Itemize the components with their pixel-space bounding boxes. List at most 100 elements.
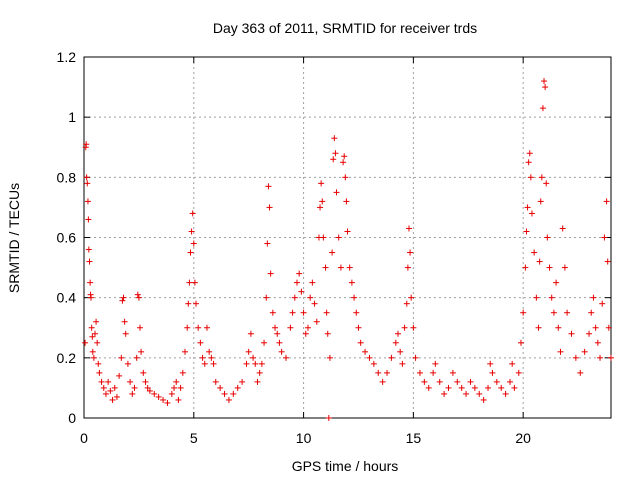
data-point xyxy=(335,234,342,241)
data-point xyxy=(203,324,210,331)
data-point xyxy=(171,384,178,391)
data-point xyxy=(89,333,96,340)
data-point xyxy=(489,369,496,376)
data-point xyxy=(129,390,136,397)
data-point xyxy=(509,360,516,367)
data-point xyxy=(95,360,102,367)
data-point xyxy=(302,330,309,337)
data-point xyxy=(375,369,382,376)
data-point xyxy=(118,354,125,361)
data-point xyxy=(192,300,199,307)
data-point xyxy=(206,348,213,355)
data-point xyxy=(590,294,597,301)
data-point xyxy=(278,348,285,355)
data-point xyxy=(84,198,91,205)
data-point xyxy=(407,249,414,256)
data-point xyxy=(190,240,197,247)
data-point xyxy=(201,360,208,367)
y-tick-label: 0.4 xyxy=(57,290,77,306)
data-point xyxy=(210,360,217,367)
x-tick-label: 15 xyxy=(406,430,422,446)
data-point xyxy=(135,294,142,301)
data-point xyxy=(341,153,348,160)
data-point xyxy=(608,354,614,361)
data-point xyxy=(546,264,553,271)
data-point xyxy=(463,390,470,397)
data-point xyxy=(151,390,158,397)
data-point xyxy=(293,279,300,286)
data-point xyxy=(604,258,611,265)
data-point xyxy=(85,216,92,223)
data-point xyxy=(557,348,564,355)
chart-title: Day 363 of 2011, SRMTID for receiver trd… xyxy=(213,20,477,36)
data-point xyxy=(498,384,505,391)
data-point xyxy=(164,399,171,406)
data-point xyxy=(485,384,492,391)
data-point xyxy=(138,348,145,355)
data-point xyxy=(83,141,90,148)
data-point xyxy=(269,309,276,316)
data-point xyxy=(586,330,593,337)
data-point xyxy=(533,294,540,301)
data-point xyxy=(318,180,325,187)
data-point xyxy=(320,234,327,241)
data-point xyxy=(96,369,103,376)
data-point xyxy=(346,264,353,271)
data-point xyxy=(116,372,123,379)
data-point xyxy=(144,384,151,391)
data-point xyxy=(333,189,340,196)
data-point xyxy=(343,198,350,205)
data-point xyxy=(217,384,224,391)
data-point xyxy=(357,339,364,346)
data-point xyxy=(83,174,90,181)
data-point xyxy=(410,324,417,331)
data-point xyxy=(594,339,601,346)
data-point xyxy=(300,309,307,316)
y-tick-label: 1.2 xyxy=(57,49,77,65)
data-point xyxy=(212,378,219,385)
data-point xyxy=(182,348,189,355)
data-point xyxy=(179,369,186,376)
data-point xyxy=(605,324,612,331)
data-point xyxy=(528,210,535,217)
data-point xyxy=(221,390,228,397)
data-point xyxy=(208,354,215,361)
data-point xyxy=(559,225,566,232)
data-point xyxy=(86,258,93,265)
data-point xyxy=(185,300,192,307)
data-point xyxy=(265,183,272,190)
data-point xyxy=(133,354,140,361)
data-point xyxy=(401,324,408,331)
data-point xyxy=(526,150,533,157)
data-point xyxy=(436,378,443,385)
data-point xyxy=(370,360,377,367)
data-point xyxy=(476,390,483,397)
data-point xyxy=(392,339,399,346)
data-point xyxy=(105,378,112,385)
data-point xyxy=(515,369,522,376)
data-point xyxy=(225,396,232,403)
data-point xyxy=(252,360,259,367)
data-point xyxy=(379,378,386,385)
data-point xyxy=(168,390,175,397)
data-point xyxy=(525,159,532,166)
data-point xyxy=(403,300,410,307)
data-point xyxy=(416,369,423,376)
data-point xyxy=(430,369,437,376)
data-point xyxy=(351,294,358,301)
data-point xyxy=(317,204,324,211)
data-point xyxy=(107,387,114,394)
data-point xyxy=(493,378,500,385)
data-point xyxy=(412,354,419,361)
data-point xyxy=(187,249,194,256)
x-axis-label: GPS time / hours xyxy=(292,458,399,474)
data-point xyxy=(319,198,326,205)
data-point xyxy=(250,354,257,361)
data-point xyxy=(102,390,109,397)
data-point xyxy=(230,390,237,397)
data-point xyxy=(88,294,95,301)
data-point xyxy=(296,270,303,277)
data-point xyxy=(283,354,290,361)
data-point xyxy=(506,378,513,385)
data-point xyxy=(313,318,320,325)
